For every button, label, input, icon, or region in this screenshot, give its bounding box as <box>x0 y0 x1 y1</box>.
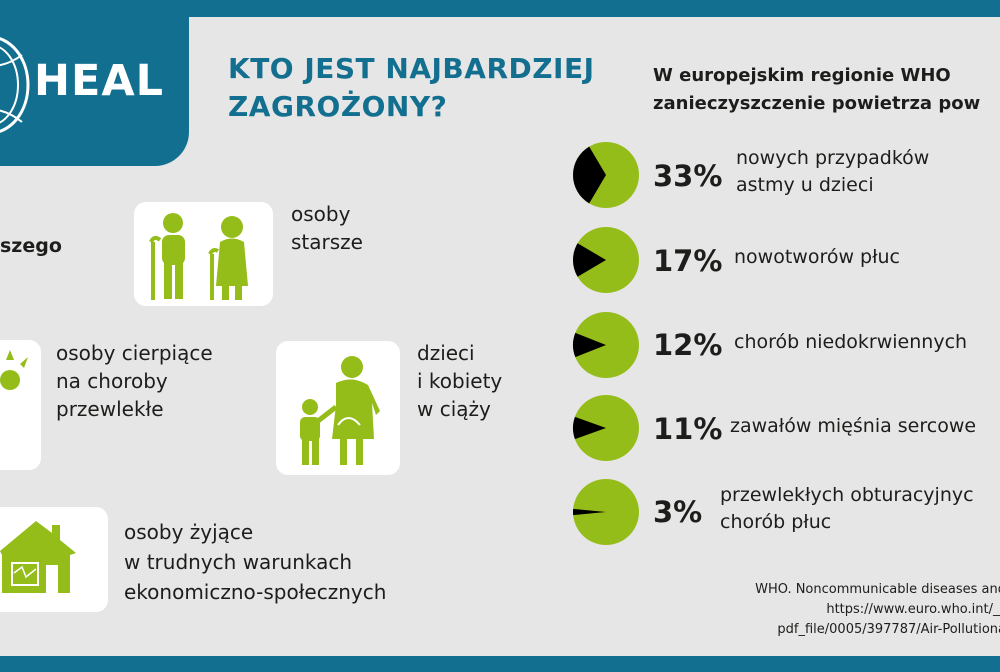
stat-percent: 33% <box>653 159 723 193</box>
label-line: nowych przypadków <box>736 147 930 169</box>
logo-panel: HEAL <box>0 0 189 166</box>
label-line: w ciąży <box>417 397 491 421</box>
stat-label: zawałów mięśnia sercowe <box>730 413 976 440</box>
stat-pie-chart <box>573 395 639 461</box>
heading-line: W europejskim regionie WHO <box>653 65 951 86</box>
children-pregnant-label: dzieci i kobiety w ciąży <box>417 339 502 423</box>
pie-slice <box>573 416 606 440</box>
pie-slice <box>573 332 606 358</box>
heading-line: zanieczyszczenie powietrza pow <box>653 93 981 114</box>
label-line: astmy u dzieci <box>736 174 874 196</box>
source-citation: WHO. Noncommunicable diseases and https:… <box>755 580 1000 640</box>
label-line: zawałów mięśnia sercowe <box>730 415 977 437</box>
stat-percent: 11% <box>653 412 723 446</box>
label-line: nowotworów płuc <box>734 246 900 268</box>
source-line: pdf_file/0005/397787/Air-Pollutiona <box>777 622 1000 637</box>
heal-globe-icon <box>0 37 30 133</box>
stat-percent: 12% <box>653 328 723 362</box>
elderly-label: osoby starsze <box>291 200 363 256</box>
chronic-card <box>0 340 41 470</box>
stats-heading: W europejskim regionie WHO zanieczyszcze… <box>653 62 980 118</box>
label-line: przewlekłe <box>56 397 164 421</box>
stat-label: nowotworów płuc <box>734 244 900 271</box>
pie-slice <box>573 146 606 204</box>
label-line: osoby <box>291 202 351 226</box>
label-line: chorób płuc <box>720 511 832 533</box>
title-line: ZAGROŻONY? <box>228 90 448 123</box>
elderly-card <box>134 202 273 306</box>
label-line: starsze <box>291 230 363 254</box>
stat-percent: 3% <box>653 495 703 529</box>
title-line: KTO JEST NAJBARDZIEJ <box>228 52 595 85</box>
chronic-pain-icon <box>0 350 28 390</box>
pie-slice <box>573 508 606 516</box>
stat-percent: 17% <box>653 244 723 278</box>
stat-label: przewlekłych obturacyjnyc chorób płuc <box>720 482 974 536</box>
poverty-label: osoby żyjące w trudnych warunkach ekonom… <box>124 517 386 607</box>
stat-pie-chart <box>573 227 639 293</box>
stat-label: chorób niedokrwiennych <box>734 329 967 356</box>
damaged-house-icon <box>0 521 76 593</box>
label-line: osoby żyjące <box>124 520 254 544</box>
stat-label: nowych przypadków astmy u dzieci <box>736 145 929 199</box>
mother-child-icon <box>300 356 380 465</box>
label-line: dzieci <box>417 341 475 365</box>
bottom-bar <box>0 656 1000 672</box>
label-line: w trudnych warunkach <box>124 550 353 574</box>
label-line: i kobiety <box>417 369 503 393</box>
stat-pie-chart <box>573 479 639 545</box>
children-pregnant-card <box>276 341 400 475</box>
page-title: KTO JEST NAJBARDZIEJ ZAGROŻONY? <box>228 50 595 126</box>
pie-slice <box>573 243 606 277</box>
label-line: chorób niedokrwiennych <box>734 331 968 353</box>
label-line: ekonomiczno-społecznych <box>124 580 387 604</box>
logo-text: HEAL <box>34 56 165 106</box>
cut-off-label: szego <box>0 235 62 257</box>
top-bar <box>0 0 1000 17</box>
chronic-label: osoby cierpiące na choroby przewlekłe <box>56 339 213 423</box>
label-line: przewlekłych obturacyjnyc <box>720 484 974 506</box>
label-line: na choroby <box>56 369 168 393</box>
stat-pie-chart <box>573 312 639 378</box>
source-line: WHO. Noncommunicable diseases and <box>755 582 1000 597</box>
source-line: https://www.euro.who.int/__ <box>826 602 1000 617</box>
label-line: osoby cierpiące <box>56 341 213 365</box>
elderly-couple-icon <box>149 213 248 300</box>
stat-pie-chart <box>573 142 639 208</box>
poverty-card <box>0 507 108 612</box>
